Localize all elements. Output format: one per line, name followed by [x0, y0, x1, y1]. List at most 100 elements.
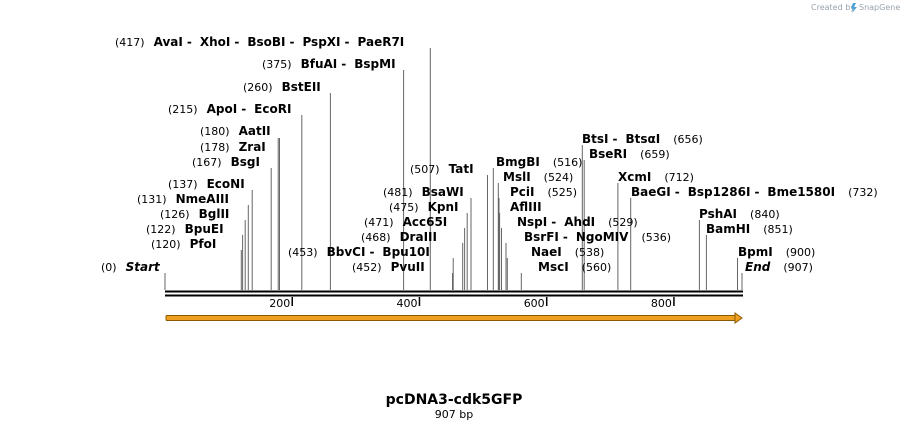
site-position: (178)	[200, 141, 230, 154]
enzyme-name: BsrFI	[524, 230, 559, 244]
enzyme-name: End	[745, 260, 771, 274]
separator: -	[369, 245, 374, 259]
enzyme-name: MscI	[538, 260, 569, 274]
site-label-bbvci[interactable]: (453) BbvCI - Bpu10I	[288, 245, 430, 259]
enzyme-name: BsaWI	[422, 185, 464, 199]
enzyme-name: PaeR7I	[358, 35, 405, 49]
site-label-nmeaiii[interactable]: (131) NmeAIII	[137, 192, 229, 206]
snapgene-logo-icon	[851, 3, 857, 13]
enzyme-name: EcoNI	[207, 177, 245, 191]
enzyme-name: NspI	[517, 215, 547, 229]
site-labels: (417) AvaI - XhoI - BsoBI - PspXI - PaeR7I(375) Bf…	[101, 35, 878, 274]
enzyme-name: AvaI	[154, 35, 183, 49]
site-position: (536)	[641, 231, 671, 244]
site-label-econi[interactable]: (137) EcoNI	[168, 177, 245, 191]
site-label-aatii[interactable]: (180) AatII	[200, 124, 271, 138]
site-label-bsteii[interactable]: (260) BstEII	[243, 80, 321, 94]
brand-text: SnapGene	[859, 3, 900, 12]
site-position: (907)	[783, 261, 813, 274]
site-label-draiii[interactable]: (468) DraIII	[361, 230, 437, 244]
site-label-afliii[interactable]: AflIII	[510, 200, 542, 214]
site-position: (180)	[200, 125, 230, 138]
enzyme-name: BaeGI	[631, 185, 671, 199]
site-position: (524)	[544, 171, 574, 184]
site-label-bsrfi[interactable]: BsrFI - NgoMIV (536)	[524, 230, 671, 244]
enzyme-name: BtsI	[582, 132, 609, 146]
site-position: (538)	[575, 246, 605, 259]
site-position: (468)	[361, 231, 391, 244]
site-label-zrai[interactable]: (178) ZraI	[200, 140, 266, 154]
site-label-avai[interactable]: (417) AvaI - XhoI - BsoBI - PspXI - PaeR7I	[115, 35, 404, 49]
site-label-xcmi[interactable]: XcmI (712)	[618, 170, 694, 184]
site-label-end[interactable]: End (907)	[745, 260, 813, 274]
site-label-acc65i[interactable]: (471) Acc65I	[364, 215, 447, 229]
site-label-bglii[interactable]: (126) BglII	[160, 207, 229, 221]
site-label-nspi[interactable]: NspI - AhdI (529)	[517, 215, 638, 229]
site-position: (525)	[548, 186, 578, 199]
enzyme-name: DraIII	[400, 230, 437, 244]
site-label-bpmi[interactable]: BpmI (900)	[738, 245, 815, 259]
site-label-pshai[interactable]: PshAI (840)	[699, 207, 780, 221]
site-position: (471)	[364, 216, 394, 229]
site-label-msci[interactable]: MscI (560)	[538, 260, 611, 274]
enzyme-name: NmeAIII	[176, 192, 229, 206]
site-label-bsgi[interactable]: (167) BsgI	[192, 155, 260, 169]
map-title: pcDNA3-cdk5GFP	[386, 392, 523, 408]
site-position: (131)	[137, 193, 167, 206]
enzyme-name: MslI	[503, 170, 531, 184]
site-label-msli[interactable]: MslI (524)	[503, 170, 573, 184]
site-position: (516)	[553, 156, 583, 169]
enzyme-name: BfuAI	[301, 57, 338, 71]
site-label-bseri[interactable]: BseRI (659)	[589, 147, 670, 161]
site-position: (560)	[582, 261, 612, 274]
enzyme-name: ApoI	[207, 102, 238, 116]
site-label-bpuei[interactable]: (122) BpuEI	[146, 222, 224, 236]
enzyme-name: KpnI	[428, 200, 459, 214]
site-position: (481)	[383, 186, 413, 199]
site-label-bfuai[interactable]: (375) BfuAI - BspMI	[262, 57, 396, 71]
site-position: (453)	[288, 246, 318, 259]
site-label-naei[interactable]: NaeI (538)	[531, 245, 604, 259]
site-label-kpni[interactable]: (475) KpnI	[389, 200, 459, 214]
site-position: (126)	[160, 208, 190, 221]
site-label-tati[interactable]: (507) TatI	[410, 162, 474, 176]
site-label-pvuii[interactable]: (452) PvuII	[352, 260, 425, 274]
axis-tick-label: 400	[396, 297, 417, 310]
separator: -	[241, 102, 246, 116]
site-label-bmgbi[interactable]: BmgBI (516)	[496, 155, 582, 169]
site-position: (0)	[101, 261, 117, 274]
enzyme-name: AatII	[239, 124, 271, 138]
axis-tick-label: 200	[269, 297, 290, 310]
sequence-backbone	[165, 290, 743, 297]
separator: -	[341, 57, 346, 71]
enzyme-name: BsgI	[231, 155, 260, 169]
enzyme-name: ZraI	[239, 140, 266, 154]
site-label-bsawi[interactable]: (481) BsaWI	[383, 185, 464, 199]
site-label-bamhi[interactable]: BamHI (851)	[706, 222, 793, 236]
site-label-pcii[interactable]: PciI (525)	[510, 185, 577, 199]
enzyme-name: XcmI	[618, 170, 651, 184]
site-leader-lines	[164, 48, 743, 290]
enzyme-name: BbvCI	[327, 245, 366, 259]
axis-ticks: 200 400 600 800	[269, 297, 675, 310]
enzyme-name: EcoRI	[254, 102, 291, 116]
site-label-pfoi[interactable]: (120) PfoI	[151, 237, 216, 251]
enzyme-name: NaeI	[531, 245, 562, 259]
enzyme-name: BglII	[199, 207, 230, 221]
separator: -	[289, 35, 294, 49]
site-position: (529)	[608, 216, 638, 229]
map-subtitle: 907 bp	[435, 408, 473, 421]
enzyme-name: AflIII	[510, 200, 542, 214]
site-position: (120)	[151, 238, 181, 251]
site-label-btsi[interactable]: BtsI - BtsαI (656)	[582, 132, 703, 146]
site-label-apoi[interactable]: (215) ApoI - EcoRI	[168, 102, 291, 116]
site-position: (659)	[640, 148, 670, 161]
site-label-start[interactable]: (0) Start	[101, 260, 161, 274]
enzyme-name: BpuEI	[185, 222, 224, 236]
separator: -	[563, 230, 568, 244]
enzyme-name: PvuII	[391, 260, 425, 274]
site-label-baegi[interactable]: BaeGI - Bsp1286I - Bme1580I (732)	[631, 185, 878, 199]
feature-arrow[interactable]	[165, 312, 743, 324]
enzyme-name: XhoI	[200, 35, 231, 49]
